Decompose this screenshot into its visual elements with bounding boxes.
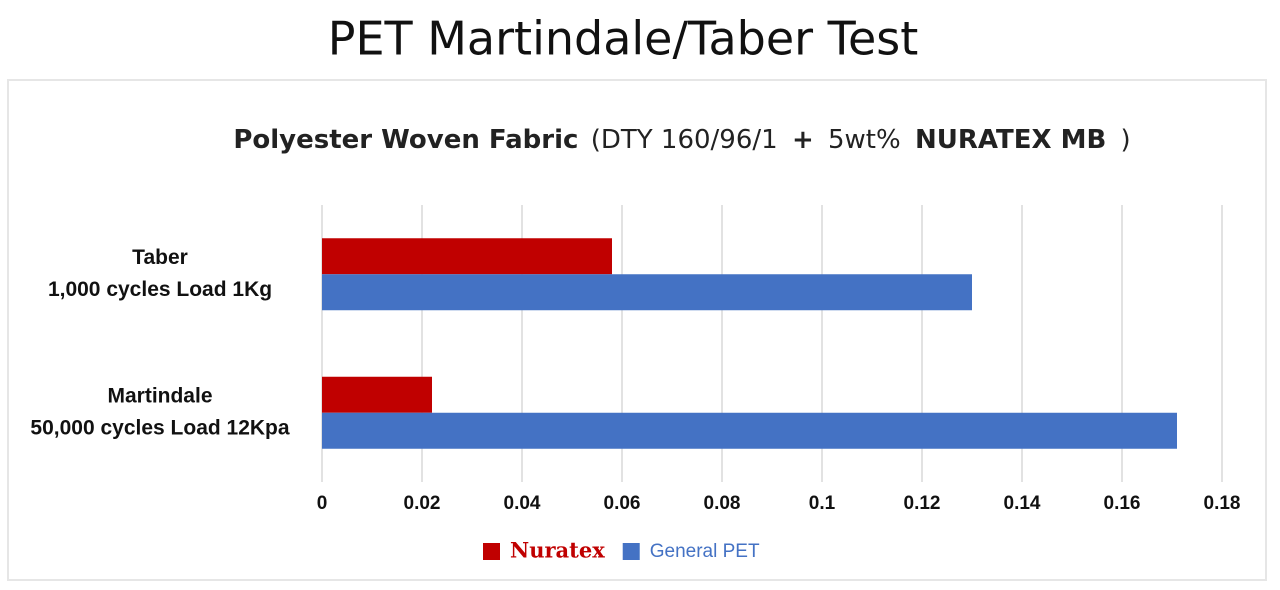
x-tick-label: 0.08 (704, 493, 741, 514)
y-tick-label: 50,000 cycles Load 12Kpa (30, 416, 289, 439)
bar (322, 376, 432, 413)
x-tick-label: 0.14 (1004, 493, 1041, 514)
legend-swatch (622, 543, 640, 560)
y-tick-label: 1,000 cycles Load 1Kg (48, 278, 272, 301)
chart-title: PET Martindale/Taber Test (328, 12, 919, 66)
subtitle-part: ) (1121, 125, 1131, 155)
x-tick-label: 0 (317, 493, 328, 514)
x-tick-label: 0.1 (809, 493, 836, 514)
x-tick-label: 0.18 (1204, 493, 1241, 514)
chart-subtitle: Polyester Woven Fabric (DTY 160/96/1 + 5… (233, 125, 1130, 155)
x-tick-label: 0.12 (904, 493, 941, 514)
subtitle-part: 5wt% (828, 125, 901, 155)
subtitle-part: + (792, 125, 814, 155)
chart-panel (7, 79, 1267, 581)
bar (322, 412, 1177, 449)
subtitle-part: (DTY 160/96/1 (591, 125, 778, 155)
subtitle-part: NURATEX MB (915, 125, 1106, 155)
legend-label: Nuratex (510, 538, 605, 563)
subtitle-part: Polyester Woven Fabric (233, 125, 578, 155)
y-tick-label: Martindale (107, 384, 212, 407)
legend-label: General PET (650, 541, 760, 562)
x-tick-label: 0.16 (1104, 493, 1141, 514)
y-tick-label: Taber (132, 246, 188, 269)
bar (322, 274, 972, 311)
bar (322, 238, 612, 275)
legend-swatch (483, 543, 500, 560)
x-tick-label: 0.06 (604, 493, 641, 514)
x-tick-label: 0.04 (504, 493, 541, 514)
x-tick-label: 0.02 (404, 493, 441, 514)
